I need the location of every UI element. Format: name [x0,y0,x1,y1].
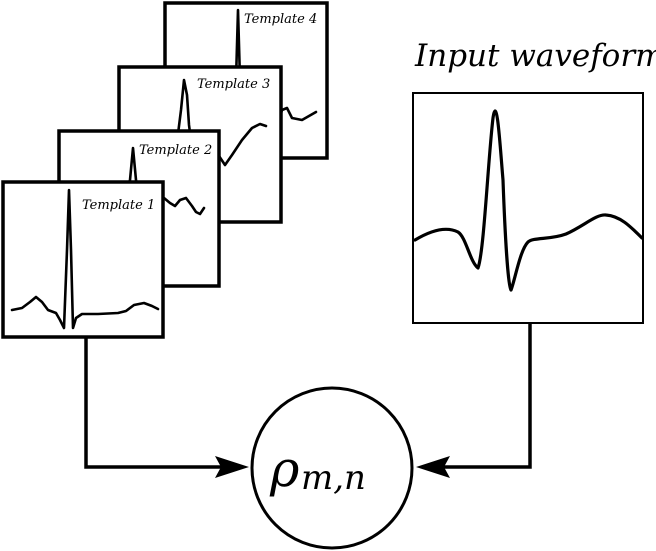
template-2-label: Template 2 [139,143,212,158]
template-arrowhead [215,456,249,478]
template-1-label: Template 1 [82,198,155,213]
template-1-card: Template 1 [1,180,165,339]
template-connector [84,337,225,469]
correlation-subscript: m,n [301,458,366,498]
correlation-symbol: ρ [269,440,300,498]
correlation-node: ρ m,n [250,386,414,550]
input-arrowhead [416,456,450,478]
input-waveform-label: Input waveform [414,38,656,74]
input-waveform-panel: Input waveform [412,38,656,324]
template-3-label: Template 3 [197,77,270,92]
input-connector [442,323,532,469]
template-4-label: Template 4 [244,12,317,27]
